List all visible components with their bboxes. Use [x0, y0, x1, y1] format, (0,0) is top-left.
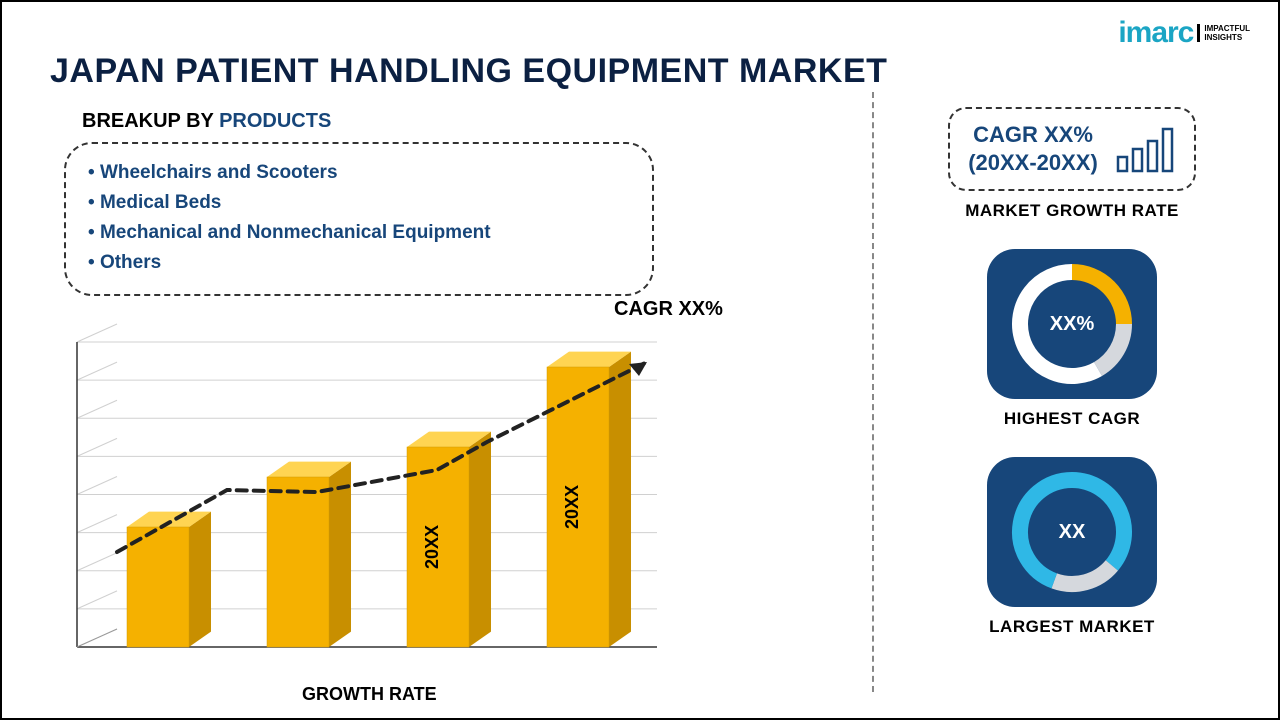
products-list: Wheelchairs and Scooters Medical Beds Me… — [64, 142, 654, 296]
cagr-summary-text: CAGR XX% (20XX-20XX) — [968, 121, 1098, 177]
breakup-accent: PRODUCTS — [219, 110, 331, 132]
x-axis-label: GROWTH RATE — [302, 684, 437, 705]
logo-tagline: IMPACTFUL INSIGHTS — [1197, 24, 1250, 42]
caption-growth: MARKET GROWTH RATE — [965, 201, 1179, 221]
list-item: Medical Beds — [88, 188, 630, 218]
svg-text:20XX: 20XX — [422, 525, 442, 569]
largest-market-tile: XX — [987, 457, 1157, 607]
donut-center-label: XX% — [1050, 313, 1094, 336]
list-item: Wheelchairs and Scooters — [88, 158, 630, 188]
breakup-heading: BREAKUP BY PRODUCTS — [82, 110, 331, 133]
svg-text:20XX: 20XX — [562, 485, 582, 529]
growth-bar-chart: 20XX 20XX — [57, 302, 717, 662]
list-item: Mechanical and Nonmechanical Equipment — [88, 218, 630, 248]
caption-largest: LARGEST MARKET — [989, 617, 1155, 637]
cagr-summary-box: CAGR XX% (20XX-20XX) — [948, 107, 1196, 191]
list-item: Others — [88, 248, 630, 278]
mini-bar-icon — [1114, 123, 1176, 175]
logo-text: imarc — [1118, 16, 1193, 50]
page-title: JAPAN PATIENT HANDLING EQUIPMENT MARKET — [50, 52, 887, 91]
vertical-divider — [872, 92, 874, 692]
breakup-prefix: BREAKUP BY — [82, 110, 219, 132]
right-sidebar: CAGR XX% (20XX-20XX) MARKET GROWTH RATE … — [907, 107, 1237, 637]
highest-cagr-tile: XX% — [987, 249, 1157, 399]
donut-center-label: XX — [1059, 521, 1086, 544]
brand-logo: imarc IMPACTFUL INSIGHTS — [1118, 16, 1250, 50]
caption-cagr: HIGHEST CAGR — [1004, 409, 1140, 429]
